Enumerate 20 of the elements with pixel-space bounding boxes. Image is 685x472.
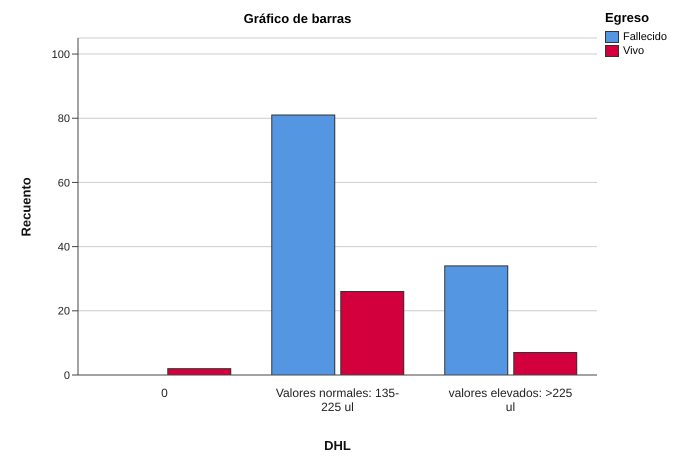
y-tick-label: 40 <box>58 242 70 254</box>
bar <box>340 291 404 375</box>
x-axis-title: DHL <box>324 438 351 453</box>
y-tick-label: 60 <box>58 177 70 190</box>
bar <box>167 368 232 375</box>
legend-title: Egreso <box>604 10 650 25</box>
bar <box>271 114 336 375</box>
bar <box>513 352 578 375</box>
legend-label: Vivo <box>622 45 646 57</box>
y-tick-label: 20 <box>58 306 70 318</box>
x-tick-label: 0 <box>161 386 168 400</box>
x-tick-label: Valores normales: 135-225 ul <box>276 386 400 414</box>
y-axis-title: Recuento <box>18 177 34 236</box>
x-tick-label: valores elevados: >225 ul <box>448 386 573 414</box>
chart-title: Gráfico de barras <box>244 11 352 26</box>
bar <box>444 265 508 375</box>
y-tick-label: 0 <box>64 370 70 382</box>
y-tick-label: 100 <box>52 48 70 61</box>
legend-label: Fallecido <box>622 31 667 43</box>
y-tick-label: 80 <box>58 113 70 126</box>
